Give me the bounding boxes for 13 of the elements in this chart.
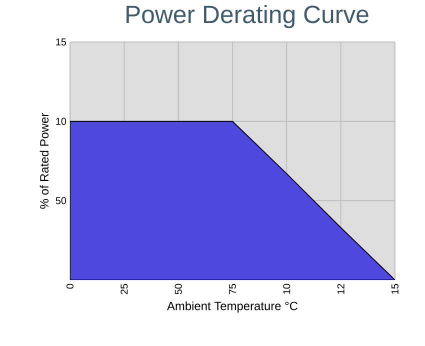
x-tick-label: 0 [66, 284, 74, 289]
text: 10 [56, 118, 66, 125]
x-tick-label: 75 [229, 284, 236, 294]
text: 50 [56, 197, 66, 204]
x-tick-label: 25 [120, 284, 128, 294]
text: 15 [56, 38, 66, 46]
x-tick-label: 10 [283, 284, 290, 294]
y-axis-title: % of Rated Power [40, 113, 49, 209]
x-tick-label: 50 [174, 284, 182, 294]
x-axis-title: Ambient Temperature °C [167, 301, 298, 313]
chart-title: Power Derating Curve [126, 4, 368, 28]
x-tick-label: 12 [337, 284, 344, 294]
x-tick-label: 15 [392, 284, 398, 294]
